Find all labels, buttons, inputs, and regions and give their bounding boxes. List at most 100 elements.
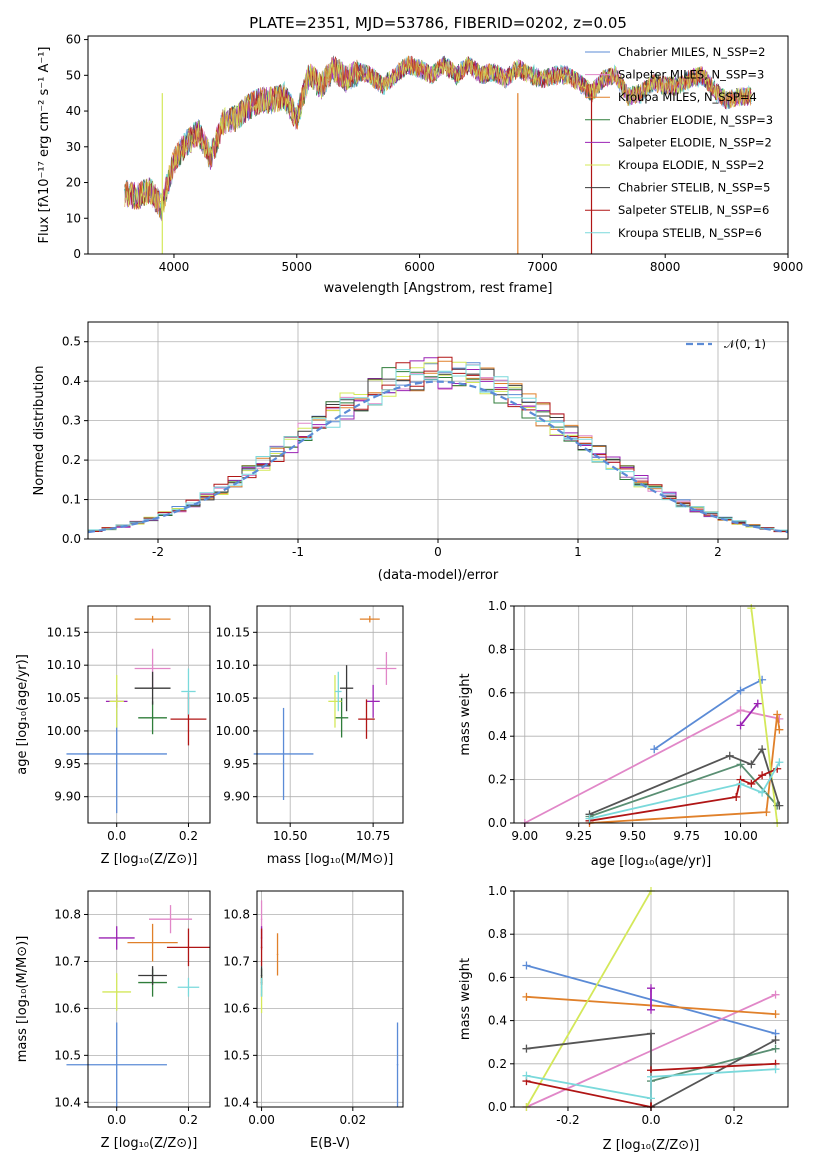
spectrum-panel: 4000 5000 6000 7000 8000 9000 0 10 20 30 40 50 60 wav… (37, 14, 803, 296)
series-line-9 (589, 761, 781, 820)
axes-frame (513, 605, 789, 824)
y-tick-label: 10.4 (223, 1095, 250, 1109)
y-tick-label: 0.0 (488, 816, 507, 830)
x-tick-label: 0.2 (179, 1113, 198, 1127)
x-tick-label: -2 (152, 545, 164, 559)
data-point (260, 986, 263, 989)
series-marker (771, 990, 780, 999)
y-tick-label: 10.15 (47, 625, 81, 639)
y-tick-label: 1.0 (488, 599, 507, 613)
y-tick-label: 10.7 (54, 954, 81, 968)
data-point (260, 946, 263, 949)
x-tick-label: 1 (574, 545, 582, 559)
y-tick-label: 0.5 (62, 335, 81, 349)
y-tick-label: 10.00 (47, 724, 81, 738)
series-line-9 (526, 1068, 776, 1100)
x-tick-label: 0 (434, 545, 442, 559)
data-point (340, 716, 343, 719)
series-marker (747, 779, 756, 788)
legend-label: Chabrier MILES, N_SSP=2 (618, 45, 765, 59)
x-tick-label: 8000 (650, 260, 681, 274)
series-line-4 (589, 763, 778, 818)
series-marker (647, 1072, 655, 1081)
x-tick-label: 10.00 (723, 829, 757, 843)
x-tick-label: 9.75 (673, 829, 700, 843)
x-tick-label: -1 (292, 545, 304, 559)
y-axis-label: mass weight (458, 958, 473, 1040)
y-tick-label: 10.7 (223, 954, 250, 968)
y-tick-label: 10.15 (216, 625, 250, 639)
legend-label: Salpeter MILES, N_SSP=3 (618, 68, 764, 82)
series-marker (736, 779, 745, 788)
data-point (187, 718, 190, 720)
x-axis-label: Z [log₁₀(Z/Z⊙)] (101, 852, 198, 867)
series-line-8 (589, 767, 778, 822)
axes-frame (256, 890, 404, 1108)
series-marker (647, 1094, 655, 1103)
errorbar-panel-3: 10.50 10.75 9.90 9.95 10.00 10.05 10.10 10.15 ma… (216, 605, 404, 867)
legend-label: Kroupa MILES, N_SSP=4 (618, 90, 757, 104)
y-tick-label: 40 (66, 104, 81, 118)
series-marker (771, 1044, 780, 1053)
y-tick-label: 0.6 (488, 686, 507, 700)
y-tick-label: 10.8 (54, 907, 81, 921)
series-marker (732, 792, 741, 801)
y-tick-label: 0.4 (488, 729, 507, 743)
y-tick-label: 0.8 (488, 927, 507, 941)
y-tick-label: 10.10 (47, 658, 81, 672)
data-point (276, 953, 279, 956)
x-tick-label: 0.02 (339, 1113, 366, 1127)
series-marker (522, 961, 531, 970)
y-tick-label: 0.6 (488, 970, 507, 984)
data-point (187, 690, 190, 693)
hist-series-8 (88, 356, 788, 533)
y-tick-label: 0.3 (62, 414, 81, 428)
x-tick-label: 0.2 (179, 829, 198, 843)
y-axis-label: mass weight (458, 673, 473, 755)
massweight-panel-7: -0.2 0.0 0.2 0.0 0.2 0.4 0.6 0.8 1.0 Z [log₁₀(Z/Z… (458, 884, 789, 1153)
y-tick-label: 10.5 (223, 1048, 250, 1062)
axes-frame (87, 605, 211, 824)
y-axis-label: Flux [fλ10⁻¹⁷ erg cm⁻² s⁻¹ A⁻¹] (37, 47, 52, 244)
series-marker (650, 745, 659, 754)
x-tick-label: 9.00 (511, 829, 538, 843)
data-point (151, 667, 154, 670)
series-marker (522, 992, 531, 1001)
x-tick-label: 6000 (404, 260, 435, 274)
series-marker (762, 808, 771, 817)
y-tick-label: 0.8 (488, 642, 507, 656)
data-point (365, 718, 368, 720)
axes-frame (87, 35, 789, 255)
series-line-1 (653, 678, 763, 750)
data-point (151, 716, 154, 719)
series-marker (647, 984, 655, 993)
series-marker (775, 725, 784, 734)
x-tick-label: 9000 (773, 260, 804, 274)
y-tick-label: 10.05 (47, 691, 81, 705)
legend-label: Salpeter STELIB, N_SSP=6 (618, 203, 769, 217)
data-point (372, 700, 374, 703)
x-axis-label: wavelength [Angstrom, rest frame] (324, 281, 553, 296)
spectrum-line-6 (124, 56, 752, 213)
data-point (151, 974, 154, 977)
x-tick-label: 10.50 (273, 829, 307, 843)
data-point (115, 991, 118, 993)
data-point (151, 687, 154, 689)
x-tick-label: 9.25 (565, 829, 592, 843)
series-marker (647, 1005, 655, 1014)
legend-label: Salpeter ELODIE, N_SSP=2 (618, 135, 772, 149)
data-point (115, 700, 118, 703)
y-tick-label: 0.4 (62, 374, 81, 388)
x-axis-label: E(B-V) (310, 1136, 350, 1151)
data-point (187, 946, 190, 949)
y-axis-label: age [log₁₀(age/yr)] (15, 654, 30, 775)
y-tick-label: 9.95 (223, 757, 250, 771)
y-tick-label: 9.90 (223, 790, 250, 804)
histogram-panel: -2 -1 0 1 2 0.0 0.1 0.2 0.3 0.4 0.5 (data-model)/er… (32, 321, 789, 583)
series-marker (771, 1065, 780, 1074)
data-point (369, 618, 371, 620)
y-tick-label: 0.4 (488, 1014, 507, 1028)
y-tick-label: 20 (66, 176, 81, 190)
series-marker (747, 604, 756, 613)
